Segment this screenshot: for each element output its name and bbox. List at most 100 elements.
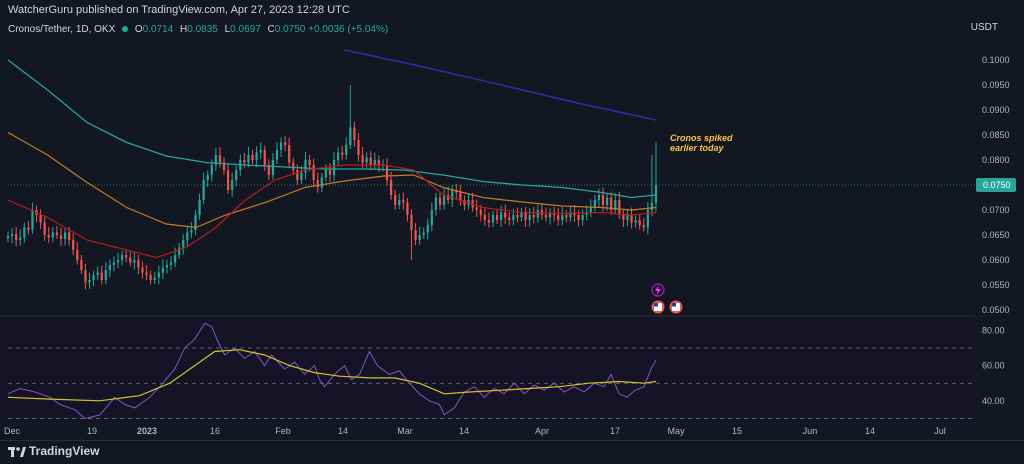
candle-body [341,152,344,155]
candle-body [561,215,564,220]
candle-body [141,267,144,273]
candle-body [438,197,442,205]
ema-red-line [7,164,657,259]
candle-body [638,220,641,225]
candle-body [116,260,120,263]
candle-body [202,180,205,200]
candle-body [186,232,189,240]
candle-body [76,250,79,260]
candle-body [100,272,103,280]
tradingview-brand[interactable]: TradingView [8,444,99,458]
price-tick-label: 0.0850 [982,130,1010,140]
chart-canvas[interactable]: 0.1000 0.0950 0.0900 0.0850 0.0800 0.0700 0.06… [0,0,1024,440]
candle-body [296,170,299,180]
candle-body [72,240,75,250]
candle-body [222,162,226,170]
candle-body [410,215,413,230]
candle-body [398,200,401,205]
candle-body [27,227,30,230]
candle-body [418,235,421,240]
candle-body [357,140,360,155]
candle-body [324,170,328,178]
candle-body [394,195,397,205]
candle-body [284,142,287,145]
annotation-line-1: Cronos spiked [670,133,733,143]
candle-body [618,200,621,215]
open-value: 0.0714 [142,24,174,35]
price-tick-label: 0.0650 [982,230,1010,240]
candle-body [512,215,515,220]
price-tick-label: 0.0600 [982,255,1010,265]
candle-body [597,195,601,200]
footer-bar: TradingView [0,440,1024,464]
candle-body [373,160,376,165]
candle-body [10,234,14,236]
candle-body [316,180,319,188]
time-tick-label: Apr [535,426,549,436]
candle-body [129,257,132,263]
candle-body [247,155,250,163]
time-tick-label: 2023 [137,426,157,436]
candle-body [622,215,625,220]
candle-body [190,230,193,233]
flag-canton [672,303,676,307]
candle-body [231,180,234,190]
candle-body [84,270,87,283]
candle-body [275,150,279,160]
candle-body [263,150,266,165]
event-markers [651,283,683,314]
candle-body [345,145,348,155]
candle-body [475,207,478,210]
candle-body [165,265,169,268]
candle-body [88,280,91,283]
candle-body [630,215,633,223]
candle-body [55,232,59,235]
candle-body [601,195,605,205]
high-label: H [180,24,188,35]
time-tick-label: 14 [865,426,875,436]
time-tick-label: 14 [338,426,348,436]
time-tick-label: 16 [210,426,220,436]
candle-body [332,160,336,175]
symbol-title[interactable]: Cronos/Tether, 1D, OKX [8,24,116,35]
candle-body [68,232,71,240]
candle-body [504,212,507,218]
candle-body [614,200,617,210]
price-tick-label: 0.0550 [982,280,1010,290]
low-label: L [224,24,231,35]
candle-body [605,197,609,205]
flag-canton [654,303,658,307]
candle-body [51,232,54,238]
candle-body [520,212,523,218]
candle-body [308,160,311,165]
candle-body [255,152,258,160]
candle-body [145,272,148,275]
time-tick-label: Jul [934,426,946,436]
candle-body [402,200,405,203]
time-tick-label: Mar [397,426,413,436]
rsi-tick-label: 80.00 [982,325,1005,335]
candle-body [120,255,124,260]
candle-body [153,277,156,280]
candle-body [479,210,482,215]
candle-body [589,207,592,213]
candle-body [430,210,433,225]
rsi-tick-label: 60.00 [982,361,1005,371]
ema-blue-line [344,49,657,121]
candle-body [6,236,10,238]
candle-body [487,220,491,223]
candle-body [548,212,552,218]
time-tick-label: 19 [87,426,97,436]
candle-body [125,255,128,258]
rsi-tick-label: 40.00 [982,396,1005,406]
candle-body [451,190,454,200]
candle-body [544,215,548,218]
candle-body [442,195,446,205]
candle-body [532,215,535,218]
ema-teal-line [7,59,657,199]
candle-body [336,152,340,160]
candle-body [39,215,42,223]
publisher-credit: WatcherGuru published on TradingView.com… [8,4,350,16]
lightning-bolt-icon [655,285,661,296]
candle-body [536,210,539,218]
